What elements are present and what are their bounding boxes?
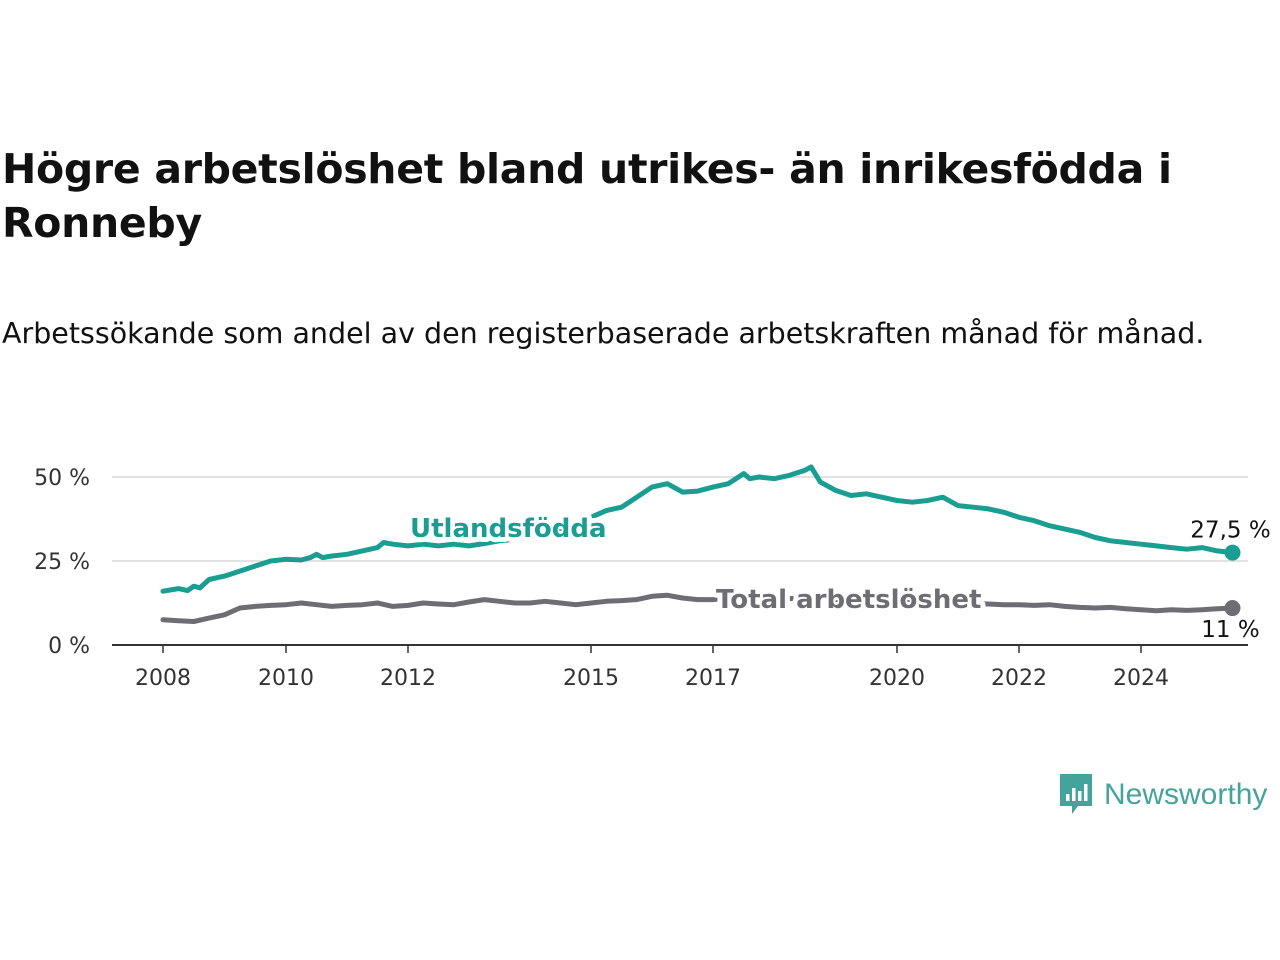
chart-title: Högre arbetslöshet bland utrikes- än inr… xyxy=(2,145,1172,247)
x-tick-label: 2024 xyxy=(1113,666,1169,691)
x-tick-label: 2015 xyxy=(563,666,619,691)
series-label-foreign-born: Utlandsfödda xyxy=(410,514,607,544)
y-tick-label: 0 % xyxy=(48,634,90,659)
x-tick-label: 2008 xyxy=(135,666,191,691)
series-label-total: Total arbetslöshet xyxy=(716,585,981,615)
brand-logo[interactable]: Newsworthy xyxy=(1058,772,1267,818)
chart-subtitle: Arbetssökande som andel av den registerb… xyxy=(2,317,1205,350)
end-value-total: 11 % xyxy=(1201,617,1259,643)
y-tick-label: 50 % xyxy=(34,466,90,491)
brand-name: Newsworthy xyxy=(1104,778,1268,811)
end-marker-foreign-born xyxy=(1224,544,1241,561)
x-tick-label: 2012 xyxy=(380,666,436,691)
series-label-total-halo: Total arbetslöshet xyxy=(716,585,981,615)
end-value-foreign-born: 27,5 % xyxy=(1190,518,1270,544)
x-tick-label: 2020 xyxy=(869,666,925,691)
series-label-foreign-born-halo: Utlandsfödda xyxy=(410,514,607,544)
end-marker-total xyxy=(1224,600,1241,617)
newsworthy-logo-icon xyxy=(1060,774,1092,814)
x-tick-label: 2017 xyxy=(685,666,741,691)
x-tick-label: 2010 xyxy=(258,666,314,691)
series-line-total xyxy=(160,592,1235,624)
x-tick-label: 2022 xyxy=(991,666,1047,691)
series-line-foreign-born xyxy=(160,464,1235,594)
y-tick-label: 25 % xyxy=(34,550,90,575)
